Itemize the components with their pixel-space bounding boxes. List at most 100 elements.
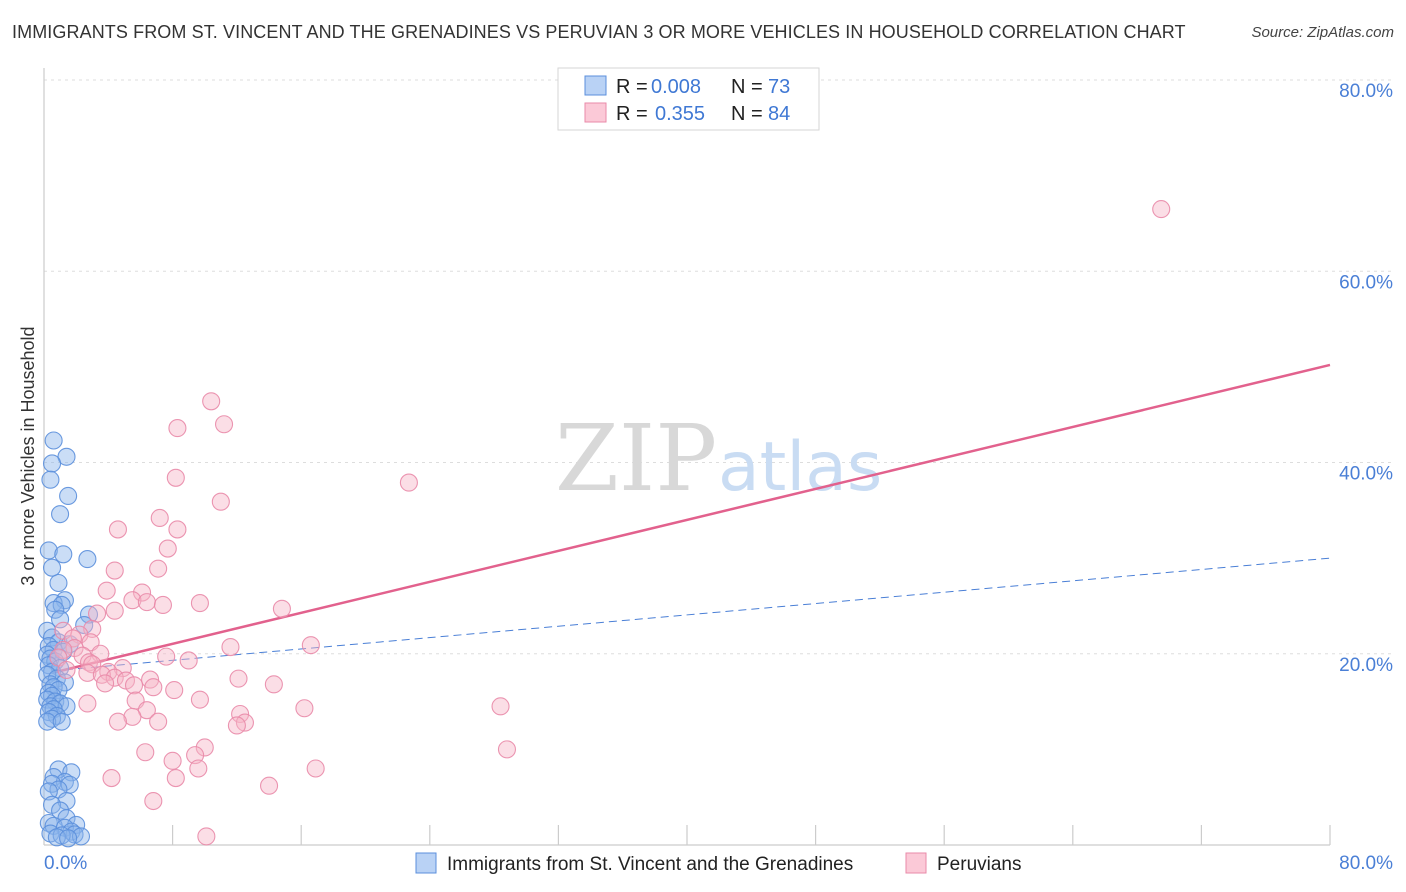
data-point [214,415,234,434]
legend-swatch-pink [584,102,607,123]
data-point [272,599,291,618]
data-point [189,759,208,778]
data-point [39,782,58,801]
data-point [165,681,184,700]
trend-line-0 [51,557,1331,672]
data-point [124,676,144,695]
data-point [166,769,185,788]
data-point [96,674,115,693]
data-point [144,678,163,697]
bottom-legend-swatch-blue [415,852,437,874]
data-point [108,520,127,539]
data-point [163,751,182,770]
legend-r-value-2: 0.355 [655,103,705,125]
data-point [54,545,73,564]
data-point [149,712,168,731]
data-point [168,520,187,539]
data-point [399,473,418,492]
data-point [168,419,187,438]
source-label: Source: ZipAtlas.com [1251,24,1394,41]
data-point [102,769,121,788]
watermark: ZIP atlas [555,405,882,512]
data-point [497,740,517,759]
legend-r-label-2: R = [616,103,648,125]
watermark-atlas: atlas [718,428,882,507]
data-point [78,550,97,569]
data-point [190,690,209,709]
data-point [78,663,97,682]
y-tick-labels: 20.0% 40.0% 60.0% 80.0% [1339,81,1393,676]
legend-n-label-1: N = [731,76,763,98]
data-point [78,694,97,713]
data-point [39,541,58,560]
data-point [136,743,155,762]
data-point [123,591,142,610]
data-point [42,454,62,473]
x-tick-label-max: 80.0% [1339,853,1393,874]
data-point [186,746,205,765]
data-point [259,776,279,795]
legend-swatch-blue [584,75,607,96]
legend-n-value-1: 73 [768,76,790,98]
chart-title: IMMIGRANTS FROM ST. VINCENT AND THE GREN… [12,22,1186,42]
y-tick-label-20: 20.0% [1339,655,1393,676]
data-point [133,583,152,602]
data-point [295,699,314,718]
data-point [52,712,71,731]
bottom-legend: Immigrants from St. Vincent and the Gren… [415,852,1022,875]
data-point [57,660,76,680]
data-point [105,601,124,620]
data-point [47,706,66,725]
data-point [137,593,156,612]
data-point [38,712,57,731]
data-point [46,600,65,619]
y-tick-label-60: 60.0% [1339,272,1393,293]
data-point [153,595,173,615]
gridlines [44,79,1393,655]
stats-legend: R = 0.008 N = 73 R = 0.355 N = 84 [557,67,820,131]
series-peruvians-points [49,200,1171,846]
data-point [51,505,70,524]
data-point [197,827,216,846]
data-point [158,539,177,558]
data-point [59,486,78,506]
legend-n-label-2: N = [731,103,763,125]
data-point [59,829,78,848]
x-tick-label-min: 0.0% [44,853,87,874]
bottom-legend-swatch-pink [905,852,927,874]
series-immigrants-points [38,431,99,848]
legend-n-value-2: 84 [768,103,790,125]
bottom-legend-label-blue: Immigrants from St. Vincent and the Gren… [447,854,853,875]
data-point [166,468,185,487]
x-ticks [172,825,1331,845]
data-point [1152,200,1171,219]
data-point [221,638,240,657]
data-point [227,716,246,735]
data-point [105,561,124,580]
data-point [105,668,124,687]
data-point [97,581,116,600]
data-point [51,801,70,820]
watermark-zip: ZIP [555,405,717,512]
data-point [144,791,163,811]
data-point [44,431,63,450]
data-point [123,707,142,726]
legend-r-value-1: 0.008 [651,76,701,98]
data-point [202,392,221,411]
data-point [55,591,74,610]
data-point [149,559,168,578]
data-point [42,558,62,577]
data-point [231,704,250,724]
data-point [150,508,169,528]
data-point [179,651,198,670]
data-point [41,470,60,489]
legend-r-label-1: R = [616,76,648,98]
data-point [108,712,127,731]
data-point [301,636,320,655]
data-point [87,604,107,623]
y-tick-label-40: 40.0% [1339,464,1393,485]
data-point [51,610,70,629]
data-point [211,492,230,511]
data-point [264,675,283,694]
